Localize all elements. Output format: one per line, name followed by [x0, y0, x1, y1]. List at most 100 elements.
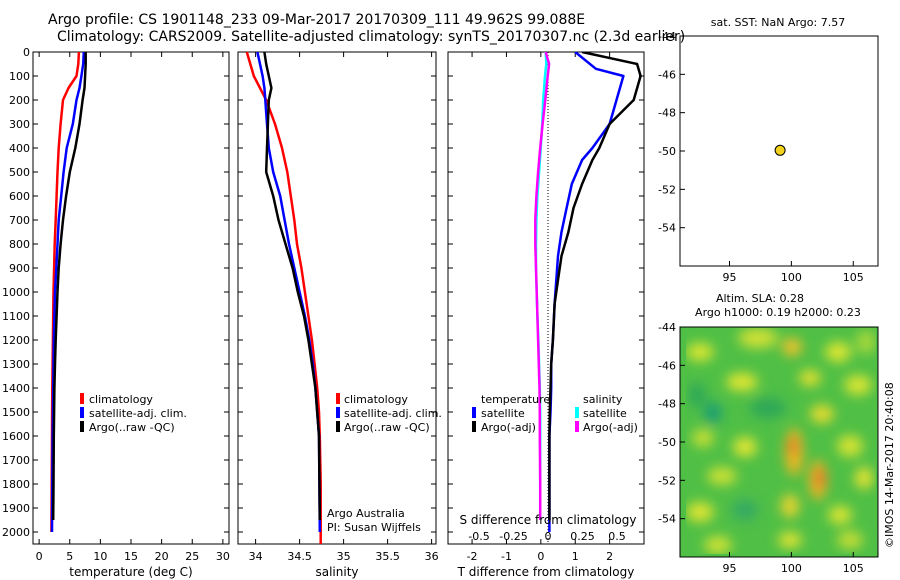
sal-legend-argo: Argo(..raw -QC)	[344, 421, 430, 434]
credit-argo-australia: Argo Australia	[327, 507, 405, 520]
map-y-tick-label: -54	[658, 222, 676, 235]
depth-tick-label: 800	[9, 238, 30, 251]
climatology-line	[245, 51, 322, 544]
map-y-tick-label: -50	[658, 436, 676, 449]
sla-map-axes: 95 100 105 -44 -46 -48 -50 -52 -54	[658, 321, 864, 575]
x-tick-label: 30	[216, 550, 230, 563]
map-x-tick-label: 100	[781, 271, 802, 284]
difference-x-label: T difference from climatology	[457, 565, 635, 579]
imos-timestamp: ©IMOS 14-Mar-2017 20:40:08	[883, 382, 896, 548]
legend-temperature-title: temperature	[481, 393, 550, 406]
depth-tick-label: 1000	[2, 286, 30, 299]
map-y-tick-label: -44	[658, 321, 676, 334]
depth-tick-label: 1600	[2, 430, 30, 443]
depth-tick-label: 1400	[2, 382, 30, 395]
map-x-tick-label: 95	[723, 271, 737, 284]
argo-float-position	[774, 144, 786, 156]
x-tick-label: -1	[501, 550, 512, 563]
legend-sal-argo: Argo(-adj)	[583, 421, 638, 434]
difference-x-axis: -2 -1 0 1 2 -0.5 -0.25 0 0.25 0.5	[467, 52, 626, 563]
sla-map-subtitle: Argo h1000: 0.19 h2000: 0.23	[695, 306, 861, 319]
depth-tick-label: 500	[9, 166, 30, 179]
map-x-tick-label: 105	[843, 562, 864, 575]
sla-map-title: Altim. SLA: 0.28	[716, 292, 804, 305]
map-y-tick-label: -52	[658, 183, 676, 196]
legend-temp-satellite: satellite	[481, 407, 525, 420]
header-line-1: Argo profile: CS 1901148_233 09-Mar-2017…	[48, 12, 586, 28]
salinity-series	[245, 51, 322, 544]
argo-line	[263, 51, 322, 521]
salinity-panel-frame	[237, 51, 437, 545]
x-tick-label: 0	[36, 550, 43, 563]
depth-tick-label: 1500	[2, 406, 30, 419]
depth-tick-label: 0	[23, 46, 30, 59]
temperature-x-axis: 0 5 10 15 20 25 30	[36, 52, 230, 563]
x-tick-label: 34	[249, 550, 263, 563]
x-tick-label: 2	[606, 550, 613, 563]
depth-tick-label: 900	[9, 262, 30, 275]
x-tick-label: 36	[425, 550, 439, 563]
map-y-tick-label: -48	[658, 107, 676, 120]
temp-argo-diff-line	[548, 52, 642, 520]
x-tick-label: 5	[66, 550, 73, 563]
difference-panel-frame	[447, 51, 645, 545]
depth-tick-label: 1100	[2, 310, 30, 323]
map-x-tick-label: 100	[781, 562, 802, 575]
x-tick-label: 0	[537, 550, 544, 563]
legend-temp-argo: Argo(-adj)	[481, 421, 536, 434]
map-y-tick-label: -48	[658, 398, 676, 411]
depth-tick-label: 300	[9, 118, 30, 131]
map-y-tick-label: -46	[658, 68, 676, 81]
legend-argo: Argo(..raw -QC)	[89, 421, 175, 434]
depth-tick-label: 1800	[2, 478, 30, 491]
depth-tick-label: 200	[9, 94, 30, 107]
difference-top-label: S difference from climatology	[460, 513, 637, 527]
depth-tick-label: 2000	[2, 526, 30, 539]
x-tick-label: 1	[572, 550, 579, 563]
salinity-x-label: salinity	[315, 565, 358, 579]
x-tick-label: 10	[93, 550, 107, 563]
sst-map-axes: 95 100 105 -44 -46 -48 -50 -52 -54	[658, 30, 864, 284]
depth-tick-label: 1200	[2, 334, 30, 347]
header-line-2: Climatology: CARS2009. Satellite-adjuste…	[57, 29, 686, 45]
depth-tick-label: 1300	[2, 358, 30, 371]
map-y-tick-label: -52	[658, 474, 676, 487]
sal-argo-diff-line	[534, 52, 551, 520]
map-x-tick-label: 95	[723, 562, 737, 575]
legend-climatology: climatology	[89, 393, 153, 406]
x-tick-label: 20	[155, 550, 169, 563]
map-y-tick-label: -46	[658, 359, 676, 372]
x-tick-label: 35	[337, 550, 351, 563]
difference-series	[534, 52, 642, 532]
legend-satellite-adj: satellite-adj. clim.	[89, 407, 187, 420]
legend-sal-satellite: satellite	[583, 407, 627, 420]
temperature-series	[50, 51, 87, 533]
x-tick-label: 15	[124, 550, 138, 563]
difference-legend: temperature salinity satellite Argo(-adj…	[472, 393, 638, 434]
depth-tick-label: 100	[9, 70, 30, 83]
legend-salinity-title: salinity	[583, 393, 623, 406]
depth-tick-label: 1900	[2, 502, 30, 515]
sal-legend-satellite-adj: satellite-adj. clim.	[344, 407, 442, 420]
credit-pi: PI: Susan Wijffels	[327, 521, 421, 534]
depth-tick-label: 400	[9, 142, 30, 155]
temp-satellite-diff-line	[548, 52, 625, 532]
s-tick-label: 0.25	[570, 530, 595, 543]
salinity-legend: climatology satellite-adj. clim. Argo(..…	[336, 393, 442, 434]
map-y-tick-label: -54	[658, 513, 676, 526]
salinity-x-axis: 34 34.5 35 35.5 36	[249, 52, 439, 563]
depth-tick-label: 700	[9, 214, 30, 227]
x-tick-label: 35.5	[375, 550, 400, 563]
depth-axis: 0 100 200 300 400 500 600 700 800 900 1000 1100 1200…	[2, 46, 644, 539]
depth-tick-label: 600	[9, 190, 30, 203]
temperature-legend: climatology satellite-adj. clim. Argo(..…	[80, 393, 187, 434]
argo-line	[51, 52, 87, 521]
map-y-tick-label: -44	[658, 30, 676, 43]
x-tick-label: 34.5	[287, 550, 312, 563]
s-tick-label: -0.5	[468, 530, 489, 543]
temperature-panel-frame	[32, 51, 230, 545]
s-tick-label: -0.25	[499, 530, 527, 543]
sal-legend-climatology: climatology	[344, 393, 408, 406]
